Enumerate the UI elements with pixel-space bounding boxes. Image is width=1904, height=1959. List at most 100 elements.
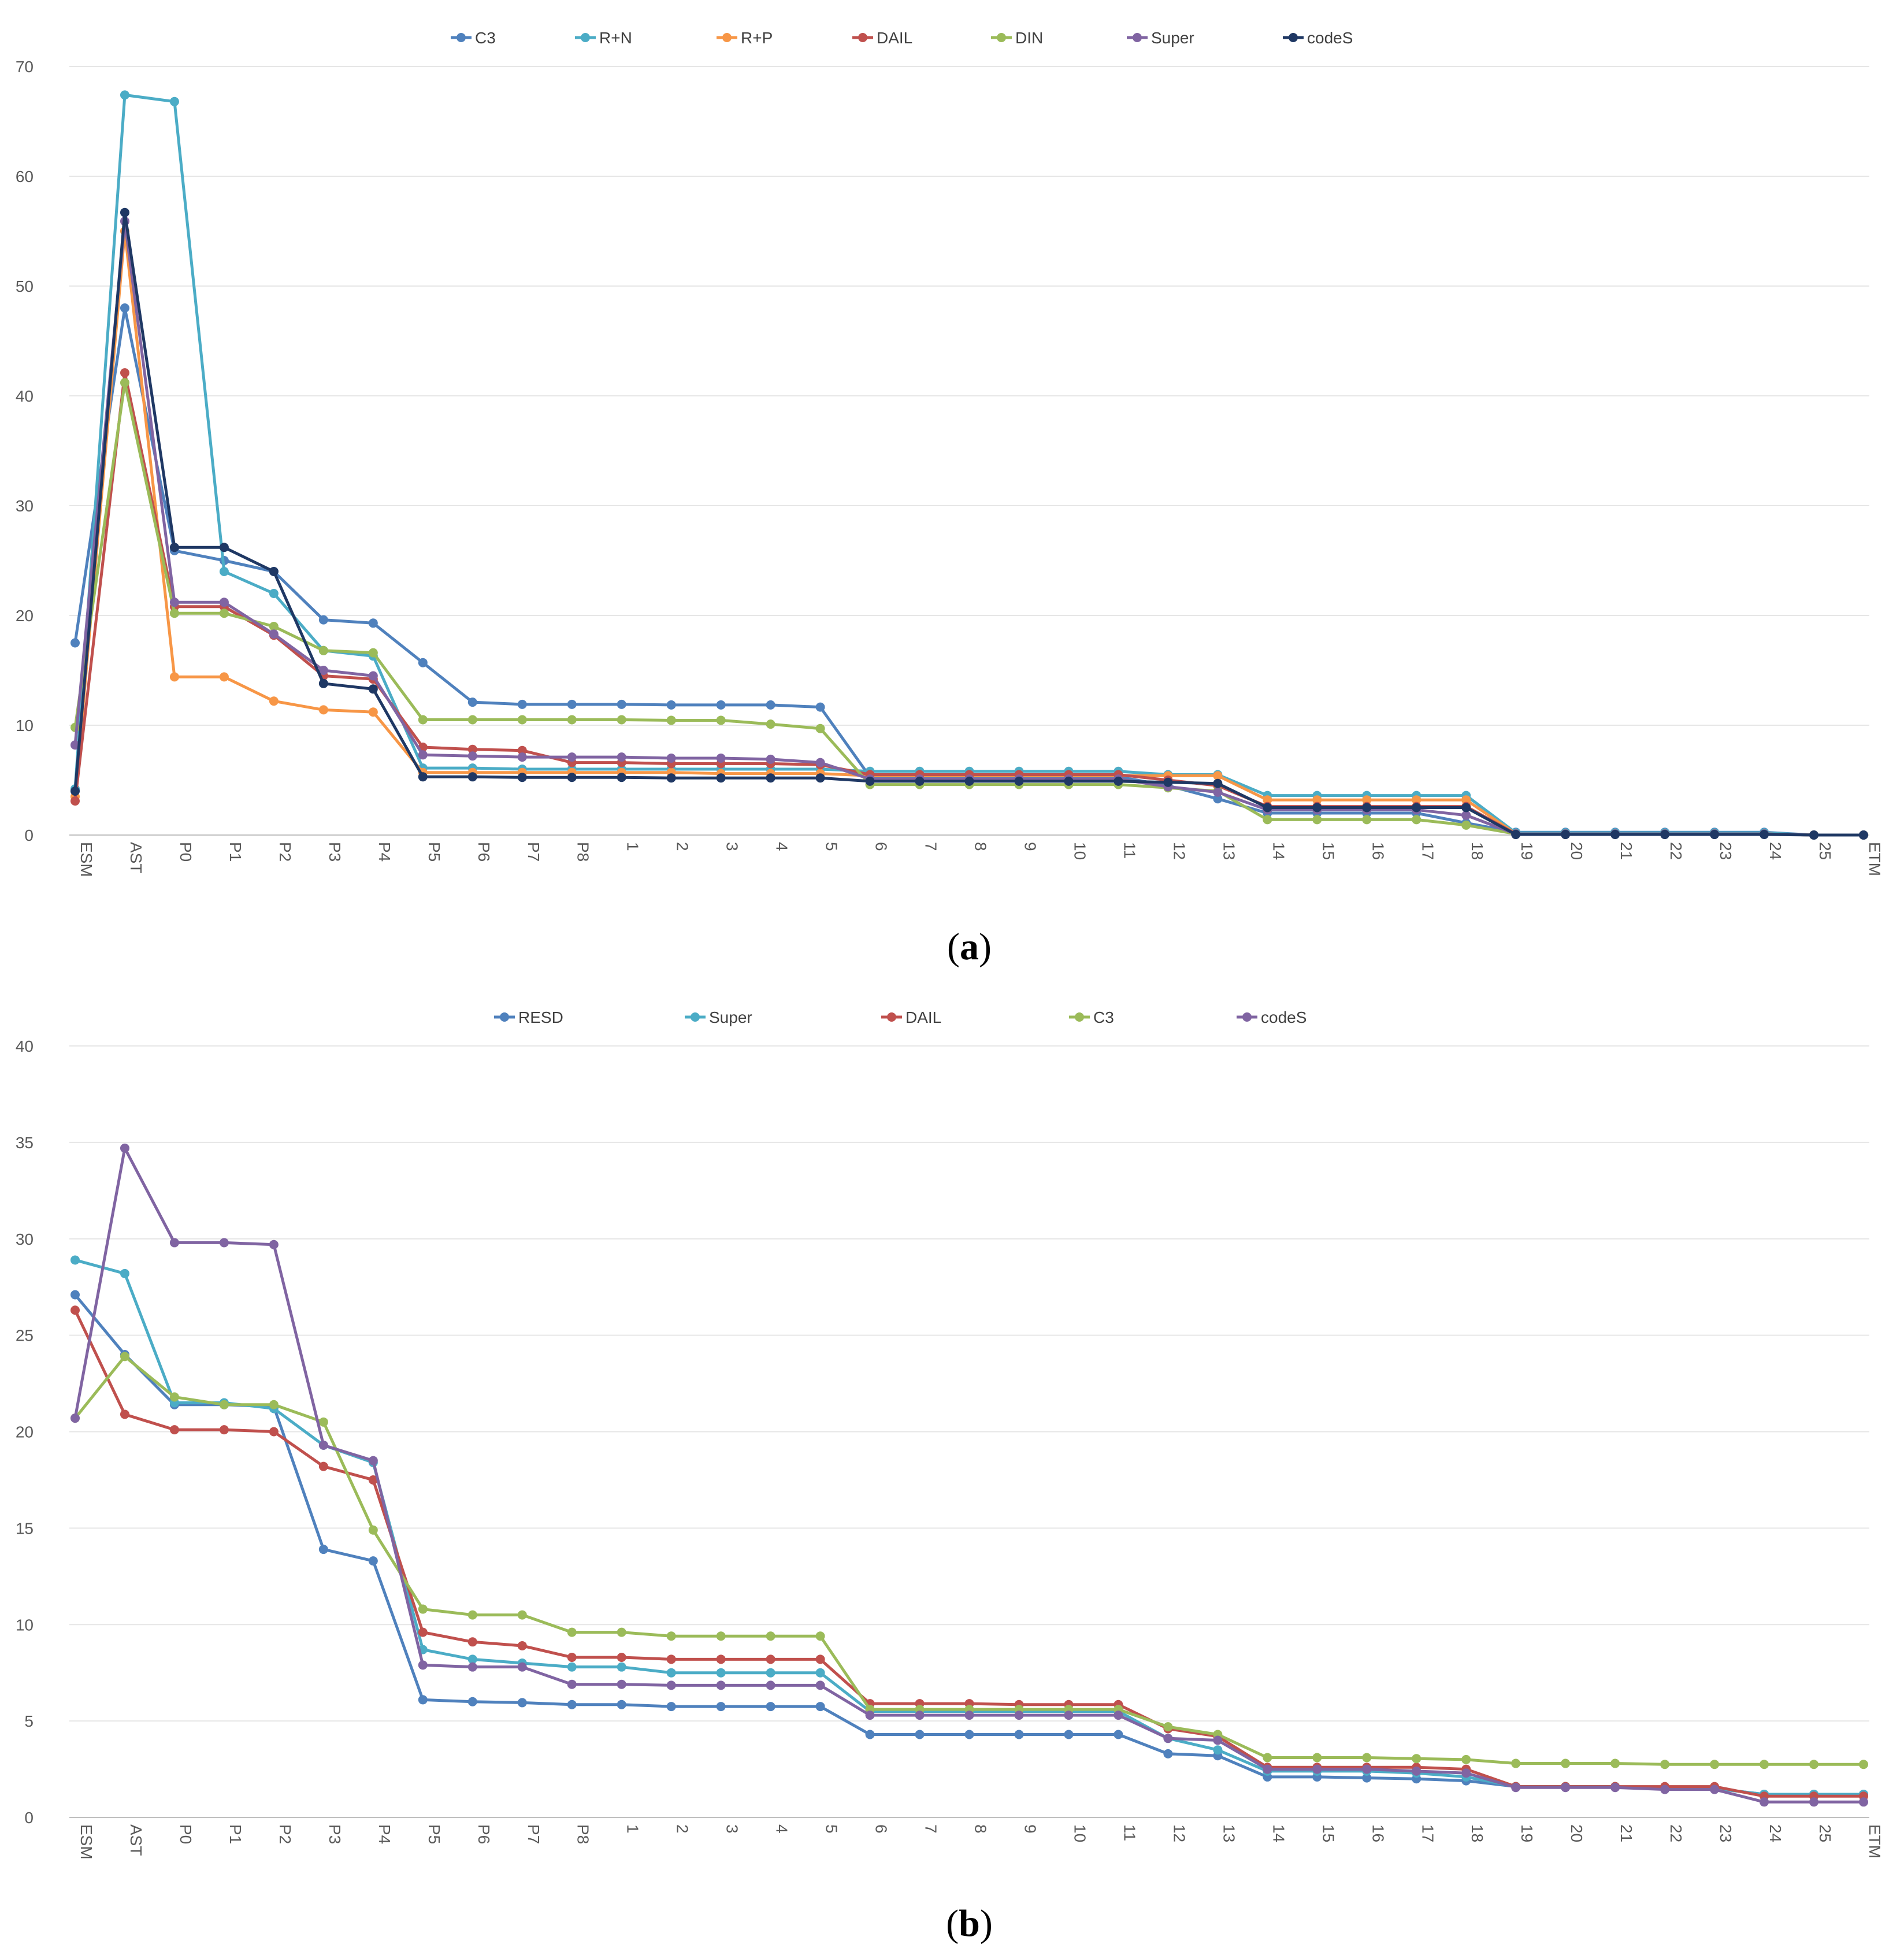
data-point [219, 672, 229, 682]
data-point [1710, 830, 1720, 840]
legend-marker-dot [887, 1012, 896, 1022]
data-point [567, 699, 577, 709]
data-point [1461, 1768, 1471, 1778]
x-tick-label: 1 [624, 842, 642, 851]
data-point [169, 1425, 179, 1435]
x-tick-label: P6 [475, 842, 493, 862]
series-codes [70, 207, 1868, 840]
data-point [169, 609, 179, 618]
data-point [318, 666, 328, 675]
data-point [1163, 1749, 1173, 1758]
y-tick-label: 40 [16, 387, 34, 405]
data-point [666, 1702, 676, 1712]
data-point [617, 773, 626, 782]
data-point [766, 700, 775, 710]
data-point [1710, 1784, 1720, 1794]
data-point [1114, 776, 1123, 786]
data-point [1362, 803, 1372, 812]
x-tick-label: 14 [1270, 842, 1287, 860]
series-line [73, 93, 1864, 837]
data-point [716, 1654, 726, 1664]
data-point [418, 658, 428, 667]
legend-marker-dot [581, 33, 590, 42]
data-point [169, 97, 179, 106]
data-point [467, 772, 477, 782]
x-tick-label: P3 [326, 1824, 344, 1844]
data-point [1213, 787, 1223, 797]
data-point [567, 1662, 577, 1672]
data-point [865, 776, 875, 786]
data-point [567, 1627, 577, 1637]
legend-label: DAIL [877, 29, 912, 47]
x-tick-label: P7 [525, 842, 543, 862]
data-point [1660, 1784, 1670, 1794]
figure-caption: (a) [947, 926, 992, 968]
data-point [1263, 795, 1272, 805]
x-tick-label: 15 [1319, 842, 1337, 860]
series-line [73, 371, 1864, 837]
x-tick-label: 1 [624, 1824, 642, 1834]
data-point [1213, 1735, 1223, 1745]
legend-marker-dot [456, 33, 466, 42]
x-tick-label: 19 [1518, 1824, 1536, 1842]
data-point [1312, 1764, 1322, 1774]
data-point [1660, 1760, 1670, 1769]
x-tick-label: P2 [276, 1824, 294, 1844]
data-point [1412, 803, 1421, 812]
data-point [368, 1456, 378, 1465]
x-tick-label: 9 [1021, 1824, 1039, 1834]
data-point [716, 1680, 726, 1690]
data-point [1461, 820, 1471, 830]
data-point [1263, 815, 1272, 825]
data-point [1760, 830, 1769, 840]
y-tick-label: 30 [16, 1230, 34, 1248]
data-point [517, 1662, 527, 1672]
data-point [1412, 1754, 1421, 1764]
x-tick-label: 16 [1369, 1824, 1387, 1842]
x-tick-label: 4 [773, 842, 791, 851]
y-tick-label: 60 [16, 168, 34, 185]
data-point [1263, 1753, 1272, 1763]
legend-marker-dot [1289, 33, 1298, 42]
data-point [120, 378, 129, 388]
data-point [815, 1702, 825, 1712]
data-point [617, 715, 626, 725]
data-point [666, 700, 676, 710]
data-point [815, 758, 825, 767]
legend-marker-dot [997, 33, 1006, 42]
data-point [269, 567, 279, 576]
data-point [318, 705, 328, 715]
data-point [815, 724, 825, 733]
data-point [517, 1698, 527, 1708]
x-tick-label: ETM [1866, 842, 1884, 876]
data-point [666, 754, 676, 763]
data-point [120, 90, 129, 100]
legend-label: DIN [1015, 29, 1043, 47]
data-point [1014, 776, 1024, 786]
x-tick-label: 8 [972, 1824, 990, 1834]
data-point [1263, 803, 1272, 812]
series-c3 [70, 1352, 1868, 1769]
legend-marker-dot [1133, 33, 1142, 42]
data-point [1312, 795, 1322, 805]
data-point [219, 1400, 229, 1409]
data-point [269, 622, 279, 631]
data-point [1114, 1711, 1123, 1720]
series-line [73, 306, 1864, 837]
x-tick-label: 12 [1170, 1824, 1188, 1842]
data-point [815, 1654, 825, 1664]
data-point [269, 1427, 279, 1437]
data-point [716, 773, 726, 783]
x-tick-label: 20 [1568, 1824, 1586, 1842]
legend-label: Super [1151, 29, 1194, 47]
x-tick-label: P5 [425, 842, 443, 862]
data-point [318, 1417, 328, 1427]
data-point [716, 754, 726, 763]
x-tick-label: P4 [376, 1824, 394, 1844]
y-tick-label: 20 [16, 607, 34, 625]
data-point [120, 1409, 129, 1419]
data-point [815, 1668, 825, 1678]
y-tick-label: 0 [24, 826, 34, 844]
data-point [617, 1652, 626, 1662]
